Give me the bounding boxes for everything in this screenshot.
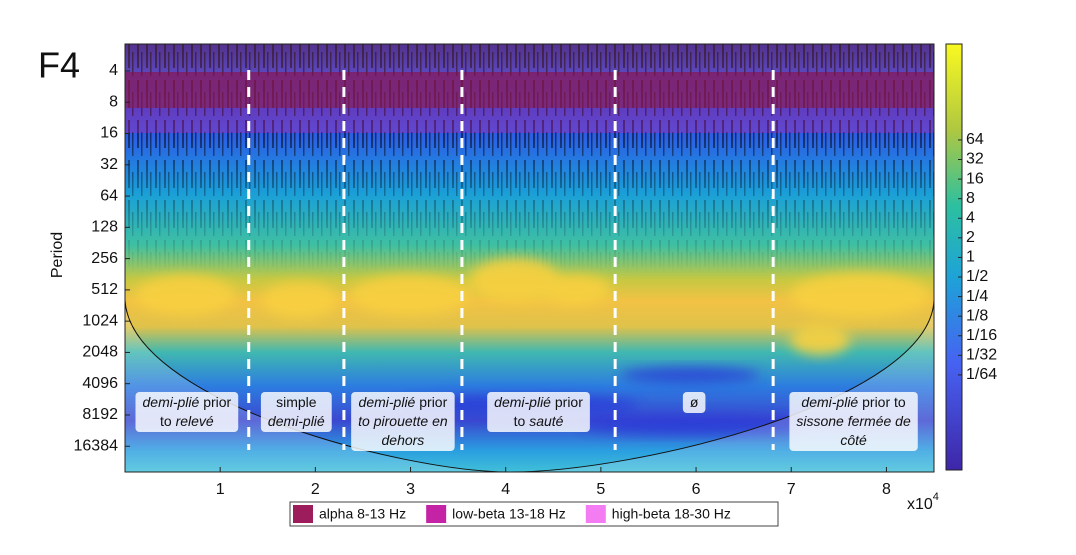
colorbar-tick-label: 1/8 — [966, 307, 988, 324]
x-tick-label: 7 — [787, 481, 796, 498]
segment-label-box — [487, 392, 590, 432]
x-exponent: 4 — [933, 491, 939, 503]
segment-label-run: sauté — [529, 413, 563, 429]
colorbar-tick-label: 1/16 — [966, 327, 997, 344]
y-tick-label: 4 — [109, 62, 118, 79]
segment-label-run: prior to — [858, 394, 906, 410]
segment-annotation: simple demi-plié — [260, 392, 332, 432]
segment-label-run: prior — [199, 394, 231, 410]
segment-label-line: demi-plié prior to — [801, 394, 905, 410]
segment-label-run: to pirouette en — [358, 413, 448, 429]
segment-label-run: demi-plié — [359, 394, 416, 410]
colorbar-tick-label: 32 — [966, 151, 984, 168]
x-tick-label: 5 — [596, 481, 605, 498]
segment-annotation: demi-plié prior to sissone fermée de côté — [789, 392, 918, 451]
x-tick-label: 4 — [501, 481, 510, 498]
x-tick-label: 3 — [406, 481, 415, 498]
legend-label: low-beta 13-18 Hz — [452, 506, 566, 522]
legend-swatch — [293, 505, 313, 523]
segment-label-line: to sauté — [514, 413, 564, 429]
segment-label-run: to — [160, 413, 176, 429]
plot-frame — [124, 43, 935, 473]
y-tick-label: 8192 — [82, 406, 118, 423]
segment-label-line: dehors — [382, 432, 425, 448]
legend-label: high-beta 18-30 Hz — [612, 506, 731, 522]
y-tick-label: 16384 — [74, 437, 119, 454]
segment-label-line: demi-plié — [268, 413, 325, 429]
x-tick-label: 2 — [311, 481, 320, 498]
segment-label-line: côté — [840, 432, 867, 448]
segment-label-line: demi-plié prior — [359, 394, 448, 410]
segment-label-run: côté — [840, 432, 867, 448]
colorbar-tick-label: 1 — [966, 249, 975, 266]
segment-label-line: demi-plié prior — [143, 394, 232, 410]
y-tick-label: 64 — [100, 187, 118, 204]
colorbar-tick-label: 1/2 — [966, 268, 988, 285]
colorbar-tick-label: 4 — [966, 209, 975, 226]
segment-label-run: prior — [415, 394, 447, 410]
segment-label-run: sissone fermée de — [796, 413, 911, 429]
segment-annotation: demi-plié prior to relevé — [135, 392, 239, 432]
segment-annotation: demi-plié prior to pirouette en dehors — [351, 392, 455, 451]
segment-label-line: to pirouette en — [358, 413, 448, 429]
colorbar-tick-label: 1/64 — [966, 366, 997, 383]
colorbar-tick-label: 16 — [966, 170, 984, 187]
colorbar-tick-label: 1/32 — [966, 347, 997, 364]
colorbar-tick-label: 2 — [966, 229, 975, 246]
y-tick-label: 2048 — [82, 344, 118, 361]
y-tick-label: 8 — [109, 93, 118, 110]
segment-label-box — [135, 392, 239, 432]
segment-label-line: demi-plié prior — [494, 394, 583, 410]
legend-label: alpha 8-13 Hz — [319, 506, 406, 522]
segment-label-run: ø — [690, 394, 699, 410]
x-tick-label: 6 — [692, 481, 701, 498]
chart-title: F4 — [38, 45, 80, 86]
segment-label-box — [682, 392, 706, 413]
legend-swatch — [585, 505, 606, 523]
segment-label-line: ø — [690, 394, 699, 410]
segment-label-run: demi-plié — [268, 413, 325, 429]
x-tick-label: 1 — [216, 481, 225, 498]
scalogram-field — [125, 44, 934, 472]
segment-label-box — [260, 392, 332, 432]
segment-label-box — [789, 392, 918, 451]
segment-label-run: dehors — [382, 432, 425, 448]
segment-label-line: to relevé — [160, 413, 214, 429]
legend-swatch — [426, 505, 447, 523]
segment-label-run: simple — [276, 394, 317, 410]
segment-label-run: prior — [551, 394, 583, 410]
y-tick-label: 4096 — [82, 375, 118, 392]
segment-label-run: demi-plié — [801, 394, 858, 410]
segment-label-box — [351, 392, 455, 451]
segment-label-run: demi-plié — [494, 394, 551, 410]
segment-label-run: to — [514, 413, 530, 429]
y-tick-label: 256 — [91, 250, 118, 267]
y-tick-label: 1024 — [82, 312, 118, 329]
segment-label-run: relevé — [176, 413, 214, 429]
y-axis-label: Period — [49, 232, 66, 278]
segment-label-line: simple — [276, 394, 317, 410]
colorbar-tick-label: 64 — [966, 131, 984, 148]
y-tick-label: 32 — [100, 156, 118, 173]
y-tick-label: 128 — [91, 219, 118, 236]
y-tick-label: 512 — [91, 281, 118, 298]
x-tick-label: 8 — [882, 481, 891, 498]
x-exponent-base: x10 — [907, 496, 933, 513]
colorbar-tick-label: 8 — [966, 190, 975, 207]
x-exponent-label: x104 — [907, 491, 939, 513]
y-tick-label: 16 — [100, 125, 118, 142]
segment-annotation: demi-plié prior to sauté — [487, 392, 590, 432]
legend — [289, 501, 779, 527]
colorbar-tick-label: 1/4 — [966, 288, 988, 305]
segment-label-run: demi-plié — [143, 394, 200, 410]
segment-label-line: sissone fermée de — [796, 413, 911, 429]
segment-annotation: ø — [682, 392, 706, 413]
